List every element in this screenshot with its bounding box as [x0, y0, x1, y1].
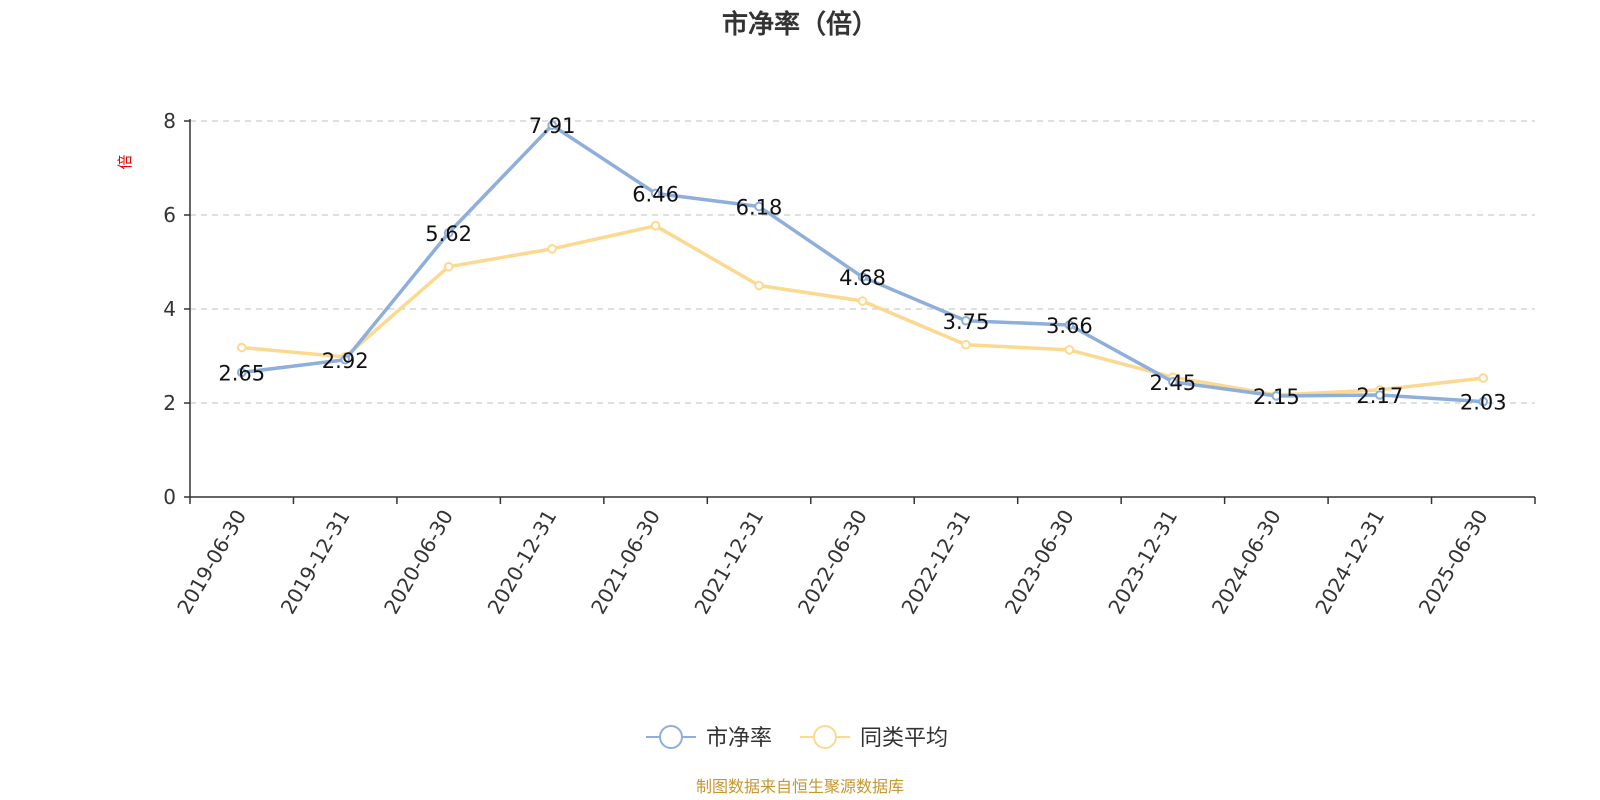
y-tick-label: 6 — [163, 203, 176, 227]
data-point — [1478, 373, 1489, 383]
data-point — [1168, 377, 1178, 387]
data-label: 4.68 — [839, 266, 886, 290]
data-label: 6.46 — [632, 182, 679, 206]
axes: 0 2 4 6 8 2019-06-30 2019-12-31 2020-06-30 2020-… — [163, 109, 1536, 619]
data-point — [754, 201, 764, 212]
y-tick-label: 2 — [163, 391, 176, 415]
x-tick-label: 2020-12-31 — [483, 506, 562, 619]
x-tick-label: 2024-12-31 — [1310, 506, 1389, 619]
x-tick-label: 2023-12-31 — [1103, 506, 1182, 619]
legend: 市净率 同类平均 — [646, 725, 948, 751]
data-label: 2.03 — [1460, 391, 1507, 415]
data-point — [650, 188, 661, 199]
data-point — [547, 244, 557, 254]
data-point — [547, 120, 557, 131]
data-point — [961, 315, 971, 326]
legend-marker — [659, 725, 683, 749]
y-tick-label: 4 — [163, 297, 176, 321]
data-label: 7.91 — [529, 114, 576, 138]
x-tick-label: 2019-12-31 — [276, 506, 355, 619]
data-point — [236, 342, 247, 353]
legend-label: 市净率 — [706, 726, 772, 751]
data-point — [1271, 391, 1282, 401]
data-label: 6.18 — [736, 196, 783, 220]
y-tick-label: 0 — [163, 485, 176, 509]
series-line-peer-average — [241, 224, 1484, 397]
data-label: 2.65 — [218, 361, 265, 385]
data-label: 2.92 — [322, 349, 369, 373]
source-note: 制图数据来自恒生聚源数据库 — [696, 777, 904, 796]
data-label: 3.66 — [1046, 314, 1093, 338]
data-point — [1064, 345, 1075, 355]
data-point — [443, 261, 454, 272]
y-tick-label: 8 — [163, 109, 176, 133]
data-point — [340, 354, 350, 365]
x-tick-label: 2023-06-30 — [1000, 506, 1079, 619]
chart-title: 市净率（倍） — [722, 9, 878, 40]
data-point — [443, 228, 454, 238]
data-label: 2.45 — [1150, 371, 1197, 395]
series-layer — [236, 120, 1489, 407]
data-point — [1478, 396, 1489, 407]
data-labels: 2.65 2.92 5.62 7.91 6.46 6.18 4.68 3.75 3.66 2.45… — [218, 114, 1506, 414]
x-tick-label: 2020-06-30 — [379, 506, 458, 619]
data-point — [857, 272, 868, 282]
y-axis-label: 倍 — [116, 154, 134, 169]
series-line-pb — [241, 123, 1484, 404]
x-tick-label: 2022-12-31 — [896, 506, 975, 619]
data-label: 2.15 — [1253, 385, 1300, 409]
legend-label: 同类平均 — [860, 726, 948, 751]
x-tick-label: 2019-06-30 — [172, 506, 251, 619]
legend-marker — [813, 725, 837, 749]
data-label: 3.75 — [943, 310, 990, 334]
data-point — [961, 339, 971, 350]
data-label: 5.62 — [425, 222, 472, 246]
x-tick-label: 2021-12-31 — [689, 506, 768, 619]
x-tick-label: 2024-06-30 — [1207, 506, 1286, 619]
data-point — [857, 296, 868, 306]
data-point — [754, 280, 764, 291]
x-tick-label: 2025-06-30 — [1414, 506, 1493, 619]
data-point — [650, 221, 661, 231]
data-label: 2.17 — [1356, 384, 1403, 408]
data-point — [236, 367, 247, 378]
x-tick-label: 2021-06-30 — [586, 506, 665, 619]
data-point — [1375, 390, 1385, 400]
gridlines — [190, 120, 1535, 404]
data-point — [1064, 320, 1075, 330]
x-tick-label: 2022-06-30 — [793, 506, 872, 619]
